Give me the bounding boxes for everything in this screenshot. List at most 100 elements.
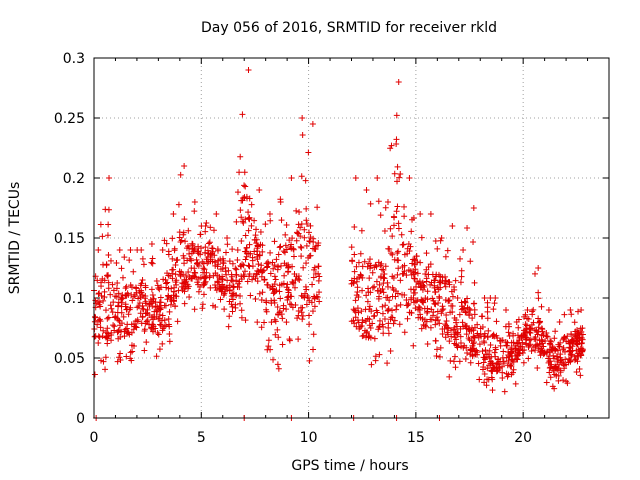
- data-point: [548, 347, 555, 354]
- data-point: [270, 356, 277, 363]
- data-point: [140, 261, 147, 268]
- data-point: [564, 333, 571, 340]
- data-point: [395, 225, 402, 232]
- data-point: [434, 346, 441, 353]
- data-point: [454, 331, 461, 338]
- data-point: [454, 294, 461, 301]
- data-point: [534, 364, 541, 371]
- data-point: [302, 177, 309, 184]
- data-point: [298, 253, 305, 260]
- data-point: [285, 287, 292, 294]
- data-point: [115, 327, 122, 334]
- data-point: [95, 247, 102, 253]
- x-tick-label: 0: [90, 430, 99, 446]
- x-tick-label: 5: [197, 430, 206, 446]
- data-point: [526, 329, 533, 336]
- data-point: [298, 244, 305, 251]
- data-point: [262, 221, 269, 228]
- data-point: [310, 346, 317, 353]
- data-point: [367, 324, 374, 331]
- data-point: [256, 252, 263, 259]
- data-point: [301, 226, 308, 233]
- data-point: [210, 227, 217, 234]
- data-point: [543, 379, 550, 386]
- data-point: [259, 289, 266, 296]
- data-point: [297, 224, 304, 231]
- data-point: [199, 258, 206, 265]
- data-point: [524, 307, 531, 313]
- data-point: [410, 256, 417, 263]
- data-point: [531, 327, 538, 334]
- data-point: [281, 260, 288, 267]
- data-point: [526, 337, 533, 344]
- data-point: [242, 232, 249, 239]
- data-point: [153, 278, 160, 285]
- data-point: [180, 255, 187, 262]
- data-point: [138, 320, 145, 327]
- data-point: [286, 336, 293, 343]
- data-point: [222, 264, 229, 271]
- data-point: [369, 284, 376, 291]
- data-point: [354, 275, 361, 282]
- data-point: [298, 173, 305, 180]
- data-point: [153, 353, 160, 360]
- data-point: [418, 234, 425, 241]
- data-point: [442, 278, 449, 285]
- data-point: [395, 265, 402, 272]
- data-point: [100, 297, 107, 304]
- y-tick-label: 0: [76, 411, 85, 427]
- data-point: [401, 268, 408, 275]
- chart-title: Day 056 of 2016, SRMTID for receiver rkl…: [201, 20, 497, 36]
- data-point: [238, 307, 245, 314]
- data-point: [445, 297, 452, 304]
- data-point: [181, 300, 188, 307]
- data-point: [546, 358, 553, 365]
- data-point: [452, 364, 459, 371]
- data-point: [538, 346, 545, 353]
- data-point: [522, 321, 529, 328]
- data-point: [484, 299, 491, 306]
- data-point: [564, 380, 571, 387]
- data-point: [97, 318, 104, 325]
- data-point: [174, 318, 181, 325]
- data-point: [254, 319, 261, 326]
- data-point: [168, 285, 175, 292]
- data-point: [521, 347, 528, 354]
- data-point: [464, 350, 471, 357]
- data-point: [267, 270, 274, 277]
- data-point: [244, 278, 251, 285]
- data-point: [166, 323, 173, 330]
- data-point: [109, 281, 116, 288]
- data-point: [422, 271, 429, 278]
- data-point: [207, 284, 214, 291]
- data-point: [484, 315, 491, 322]
- data-point: [311, 294, 318, 301]
- data-point: [488, 374, 495, 381]
- data-point: [155, 285, 162, 292]
- data-point: [273, 256, 280, 263]
- data-point: [467, 359, 474, 366]
- data-point: [165, 292, 172, 299]
- data-point: [195, 288, 202, 295]
- data-point: [381, 271, 388, 278]
- data-point: [149, 321, 156, 328]
- data-point: [271, 299, 278, 306]
- y-tick-label: 0.3: [63, 51, 85, 67]
- data-point: [263, 306, 270, 313]
- data-point: [157, 299, 164, 306]
- data-point: [364, 263, 371, 270]
- data-point: [314, 204, 321, 211]
- data-point: [241, 169, 248, 176]
- data-point: [169, 270, 176, 277]
- data-point: [195, 250, 202, 257]
- data-point: [115, 302, 122, 309]
- data-point: [445, 278, 452, 285]
- data-point: [506, 323, 513, 330]
- data-point: [407, 286, 414, 293]
- data-point: [500, 360, 507, 367]
- data-point: [366, 333, 373, 340]
- data-point: [134, 304, 141, 311]
- data-point: [384, 360, 391, 367]
- data-point: [156, 346, 163, 353]
- data-point: [560, 336, 567, 343]
